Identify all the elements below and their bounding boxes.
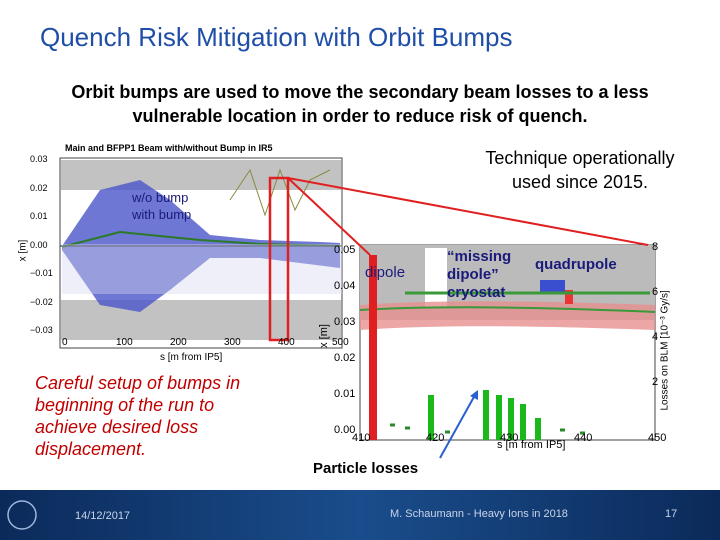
x-tick-label: 450 [648, 432, 667, 444]
x-tick-label: 0 [62, 337, 68, 348]
x-label: s [m from IP5] [160, 352, 223, 363]
connector [287, 177, 649, 246]
legend-entry: w/o bump [132, 190, 189, 205]
footer-date: 14/12/2017 [75, 510, 131, 522]
x-tick-label: 400 [278, 337, 295, 348]
legend-entry: with bump [132, 207, 192, 222]
y-tick-label: 0.00 [30, 239, 48, 250]
x-label: s [m from IP5] [497, 439, 566, 451]
y-tick-label: −0.03 [30, 325, 53, 335]
x-tick-label: 420 [426, 432, 445, 444]
y-tick-label: 0.05 [334, 244, 356, 256]
arrow [439, 394, 476, 459]
arrow-head [470, 390, 478, 400]
x-tick-label: 500 [332, 337, 349, 348]
right-plot [359, 244, 656, 441]
loss-peak [369, 255, 377, 440]
y-label: x [m] [317, 324, 330, 348]
component-label: dipole [365, 264, 406, 281]
y-tick-label: 0.01 [334, 388, 356, 400]
connector [287, 177, 371, 256]
x-tick-label: 300 [224, 337, 241, 348]
y2-tick-label: 8 [652, 241, 659, 253]
y2-tick-label: 4 [652, 331, 659, 343]
y-tick-label: 0.03 [30, 154, 48, 164]
left-plot [59, 157, 343, 349]
logo [7, 500, 37, 530]
y-tick-label: 0.04 [334, 280, 356, 292]
component-label: “missing dipole” cryostat [447, 248, 512, 301]
y-label: x [m] [17, 239, 29, 262]
x-tick-label: 440 [574, 432, 593, 444]
x-tick-label: 410 [352, 432, 371, 444]
component-label: quadrupole [535, 256, 617, 273]
subtitle: Orbit bumps are used to move the seconda… [71, 82, 649, 126]
footer-author: M. Schaumann - Heavy Ions in 2018 [390, 508, 568, 520]
caption: Particle losses [313, 460, 419, 477]
footer-band [0, 490, 720, 540]
y-tick-label: −0.01 [30, 268, 53, 278]
y-tick-label: 0.02 [334, 352, 356, 364]
y-tick-label: 0.00 [334, 424, 356, 436]
y2-label: Losses on BLM [10⁻³ Gy/s] [659, 290, 671, 411]
y-tick-label: 0.01 [30, 211, 48, 221]
title: Quench Risk Mitigation with Orbit Bumps [40, 22, 513, 52]
highlight-box [268, 176, 290, 342]
page-number: 17 [665, 508, 678, 520]
y2-tick-label: 6 [652, 286, 659, 298]
x-tick-label: 100 [116, 337, 133, 348]
caption: Careful setup of bumps in beginning of t… [35, 373, 241, 459]
plot-title: Main and BFPP1 Beam with/without Bump in… [65, 143, 273, 153]
y-tick-label: 0.02 [30, 182, 48, 193]
y-tick-label: 0.03 [334, 316, 356, 328]
y2-tick-label: 2 [652, 376, 659, 388]
x-tick-label: 200 [170, 337, 187, 348]
x-tick-label: 430 [500, 432, 519, 444]
y-tick-label: −0.02 [30, 296, 53, 307]
note: Technique operationally used since 2015. [485, 148, 675, 192]
